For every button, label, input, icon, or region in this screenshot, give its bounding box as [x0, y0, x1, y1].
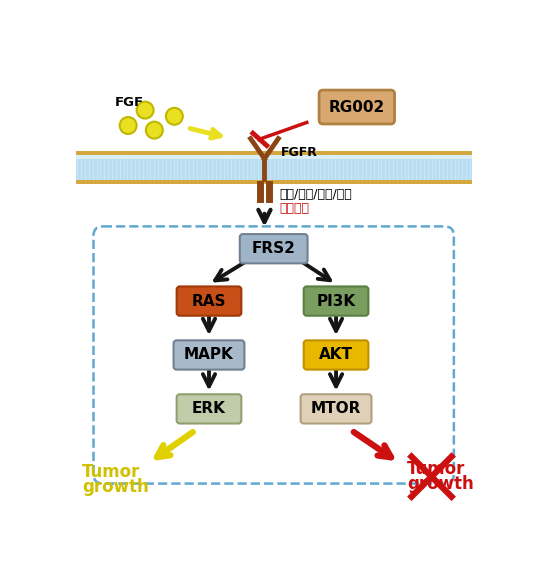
- Circle shape: [166, 108, 183, 125]
- Circle shape: [120, 117, 137, 134]
- Text: FRS2: FRS2: [252, 241, 296, 256]
- Bar: [76, 151, 472, 184]
- Text: growth: growth: [82, 478, 148, 496]
- Text: MAPK: MAPK: [184, 347, 234, 363]
- FancyBboxPatch shape: [177, 394, 241, 423]
- Text: FGFR: FGFR: [281, 146, 318, 159]
- FancyBboxPatch shape: [304, 286, 368, 316]
- FancyBboxPatch shape: [301, 394, 372, 423]
- FancyBboxPatch shape: [174, 340, 245, 370]
- Text: MTOR: MTOR: [311, 401, 361, 416]
- Bar: [76, 180, 472, 184]
- Bar: [76, 155, 472, 159]
- Circle shape: [146, 121, 163, 138]
- Circle shape: [137, 102, 154, 119]
- FancyBboxPatch shape: [177, 286, 241, 316]
- Text: growth: growth: [407, 475, 474, 493]
- Text: Tumor: Tumor: [82, 463, 140, 481]
- Text: RAS: RAS: [192, 294, 226, 308]
- Text: Tumor: Tumor: [407, 460, 465, 478]
- Text: 耐药突变: 耐药突变: [280, 202, 310, 215]
- Text: 融合/重排/突变/扩增: 融合/重排/突变/扩增: [280, 188, 352, 201]
- FancyBboxPatch shape: [304, 340, 368, 370]
- Text: PI3K: PI3K: [317, 294, 356, 308]
- FancyBboxPatch shape: [240, 234, 308, 263]
- Text: RG002: RG002: [329, 99, 385, 114]
- FancyBboxPatch shape: [319, 90, 395, 124]
- Text: FGF: FGF: [114, 96, 144, 109]
- Text: AKT: AKT: [319, 347, 353, 363]
- Bar: [76, 151, 472, 155]
- Text: ERK: ERK: [192, 401, 226, 416]
